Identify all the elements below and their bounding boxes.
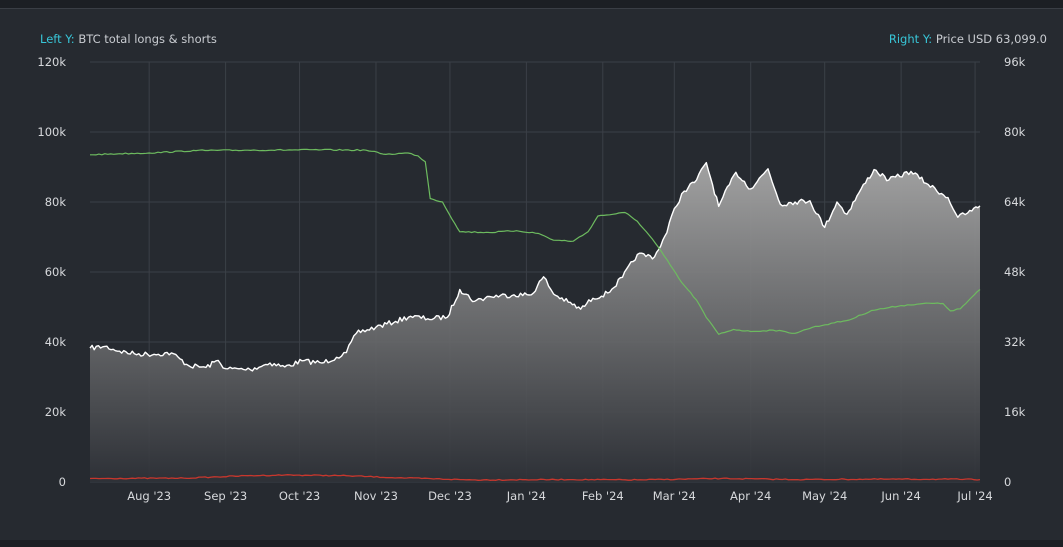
series-group [89, 148, 981, 482]
tick-labels: 0 0 20k 16k 40k 32k 60k 48k 80k 64k 100k 80k 120k 96k… [37, 55, 1025, 503]
x-tick: Aug '23 [127, 489, 171, 503]
x-tick: Jul '24 [956, 489, 992, 503]
x-tick: Apr '24 [730, 489, 771, 503]
price-area [90, 162, 980, 482]
y-right-tick: 48k [1004, 265, 1026, 279]
y-right-tick: 0 [1004, 475, 1011, 489]
x-tick: Jun '24 [880, 489, 920, 503]
x-tick: Dec '23 [428, 489, 472, 503]
x-tick: Oct '23 [279, 489, 320, 503]
y-left-tick: 20k [45, 405, 67, 419]
right-axis-legend: Right Y: Price USD 63,099.0 [889, 32, 1047, 46]
price-line [89, 161, 981, 372]
y-left-tick: 80k [45, 195, 67, 209]
y-left-tick: 120k [37, 55, 66, 69]
shorts-line [89, 474, 981, 481]
x-tick: Jan '24 [506, 489, 546, 503]
y-right-tick: 96k [1004, 55, 1026, 69]
price-readout: Price USD 63,099.0 [935, 32, 1047, 46]
x-tick: Feb '24 [582, 489, 624, 503]
y-left-tick: 0 [59, 475, 66, 489]
left-axis-legend: Left Y: BTC total longs & shorts [40, 32, 217, 46]
left-axis-label: BTC total longs & shorts [78, 32, 217, 46]
x-tick: Sep '23 [204, 489, 247, 503]
y-right-tick: 80k [1004, 125, 1026, 139]
x-tick: Nov '23 [354, 489, 398, 503]
y-left-tick: 100k [37, 125, 66, 139]
x-tick: May '24 [802, 489, 847, 503]
y-right-tick: 32k [1004, 335, 1026, 349]
y-right-tick: 64k [1004, 195, 1026, 209]
right-axis-key: Right Y: [888, 32, 933, 46]
longs-line [90, 148, 981, 335]
y-left-tick: 40k [45, 335, 67, 349]
left-axis-key: Left Y: [40, 32, 75, 46]
y-right-tick: 16k [1004, 405, 1026, 419]
x-tick: Mar '24 [653, 489, 696, 503]
y-left-tick: 60k [45, 265, 67, 279]
